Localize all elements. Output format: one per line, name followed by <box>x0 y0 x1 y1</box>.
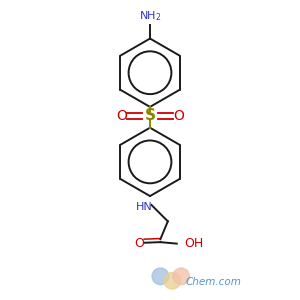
Text: HN: HN <box>136 202 152 212</box>
Circle shape <box>173 268 190 285</box>
Circle shape <box>152 268 169 285</box>
Text: S: S <box>145 108 155 123</box>
Text: O: O <box>173 109 184 123</box>
Text: Chem.com: Chem.com <box>186 277 242 287</box>
Text: O: O <box>135 237 145 250</box>
Circle shape <box>164 272 181 289</box>
Text: O: O <box>116 109 127 123</box>
Text: OH: OH <box>184 237 203 250</box>
Text: NH$_2$: NH$_2$ <box>139 9 161 23</box>
